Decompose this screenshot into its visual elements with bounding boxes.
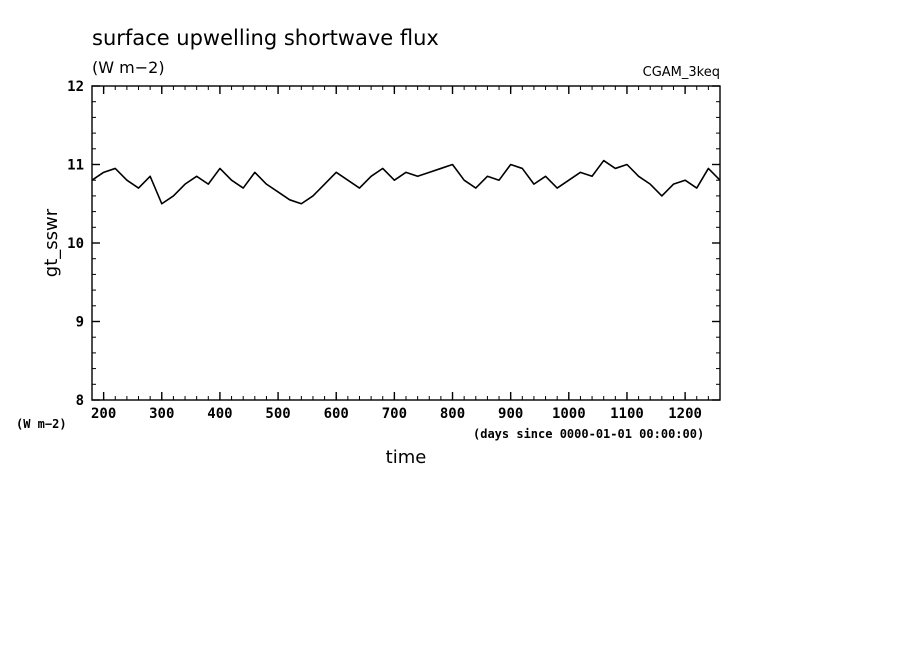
minor-ticks [91, 85, 721, 401]
y-tick-labels: 8 9 10 11 12 [67, 79, 84, 409]
y-axis-label: gt_sswr [41, 208, 62, 277]
x-tick-label: 1000 [552, 406, 586, 422]
x-tick-label: 400 [207, 406, 232, 422]
series-line-gt-sswr [91, 159, 721, 205]
x-tick-labels: 200 300 400 500 600 700 800 900 1000 1100 1200 [91, 406, 702, 422]
x-tick-label: 800 [440, 406, 465, 422]
x-tick-label: 900 [498, 406, 523, 422]
x-tick-label: 200 [91, 406, 116, 422]
chart-title: surface upwelling shortwave flux [92, 26, 439, 50]
y-tick-label: 11 [67, 158, 84, 174]
y-tick-label: 12 [67, 79, 84, 95]
x-tick-label: 700 [382, 406, 407, 422]
x-tick-label: 600 [324, 406, 349, 422]
y-axis-units: (W m−2) [16, 417, 67, 431]
plot-frame [91, 85, 721, 401]
case-label: CGAM_3keq [643, 65, 720, 80]
major-ticks [92, 85, 720, 401]
x-tick-label: 1100 [610, 406, 644, 422]
x-tick-label: 300 [149, 406, 174, 422]
x-axis-units: (days since 0000-01-01 00:00:00) [473, 427, 704, 441]
y-tick-label: 10 [67, 236, 84, 252]
x-axis-label: time [386, 447, 427, 468]
x-tick-label: 1200 [668, 406, 702, 422]
chart-subtitle: (W m−2) [92, 58, 165, 77]
x-tick-label: 500 [265, 406, 290, 422]
y-tick-label: 9 [76, 315, 84, 331]
y-tick-label: 8 [76, 393, 84, 409]
